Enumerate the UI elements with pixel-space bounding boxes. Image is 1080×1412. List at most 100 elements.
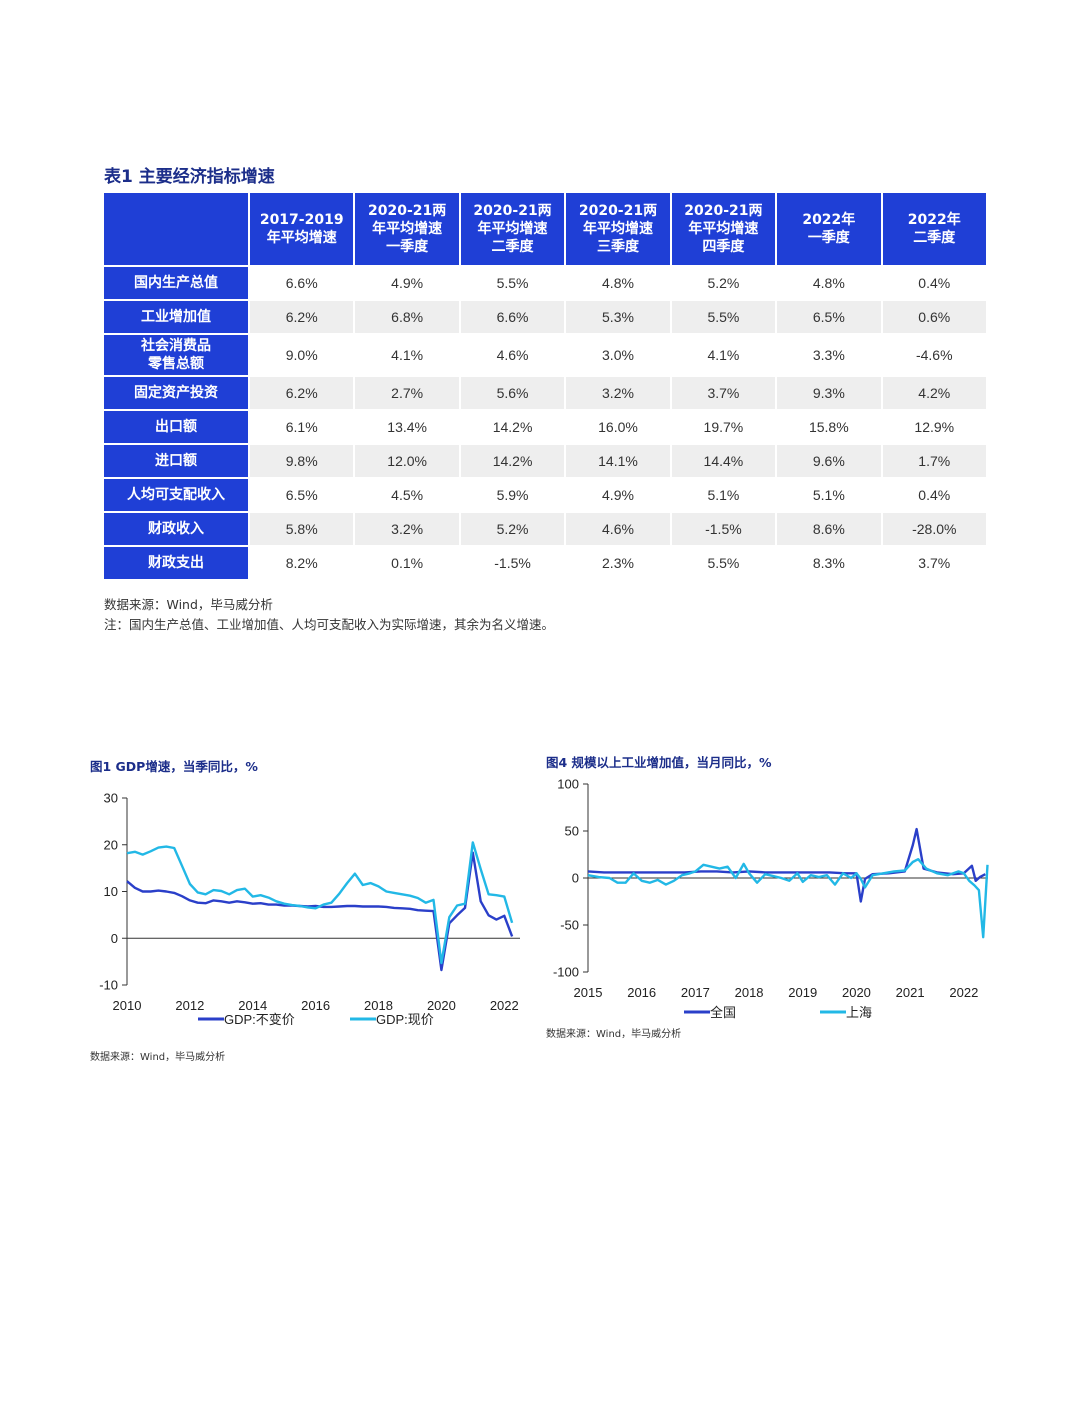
table-cell: 2.3% (602, 555, 634, 571)
table-cell: 4.6% (566, 513, 670, 545)
table-cell: 6.8% (355, 301, 459, 333)
table-header-row: 2017-2019 年平均增速 2020-21两 年平均增速 一季度 2020-21两… (104, 193, 986, 265)
legend-label: 上海 (846, 1005, 872, 1020)
table-cell: 5.3% (566, 301, 670, 333)
x-tick-label: 2018 (735, 985, 764, 1000)
row-label: 财政支出 (104, 547, 248, 579)
y-tick-label: 100 (557, 777, 579, 792)
table-cell: 19.7% (703, 419, 744, 435)
table-row: 社会消费品 零售总额 9.0% 4.1% 4.6% 3.0% 4.1% 3.3% -4.6% (104, 335, 986, 375)
y-tick-label: -50 (560, 918, 579, 933)
table-cell: 3.0% (602, 347, 634, 363)
row-label: 社会消费品 零售总额 (104, 335, 248, 375)
legend-label: GDP:现价 (376, 1012, 434, 1027)
table-cell: 6.5% (777, 301, 881, 333)
x-tick-label: 2016 (301, 998, 330, 1013)
y-tick-label: 20 (104, 837, 118, 852)
column-header: 2022年 二季度 (882, 193, 986, 265)
x-tick-label: 2021 (896, 985, 925, 1000)
series-line-dark (587, 827, 986, 903)
x-tick-label: 2020 (842, 985, 871, 1000)
table-cell: 5.6% (460, 377, 565, 409)
x-tick-label: 2018 (364, 998, 393, 1013)
y-tick-label: -10 (99, 978, 118, 993)
table-cell: 4.1% (707, 347, 740, 363)
column-header: 2020-21两 年平均增速 四季度 (671, 193, 776, 265)
table-cell: 4.8% (812, 275, 845, 291)
table-cell: 4.9% (602, 487, 634, 503)
x-tick-label: 2020 (427, 998, 456, 1013)
table-cell: 9.6% (777, 445, 881, 477)
table-cell: 4.9% (391, 275, 424, 291)
row-label: 进口额 (104, 445, 248, 477)
table-cell: 0.4% (918, 275, 951, 291)
table-cell: 5.8% (250, 513, 354, 545)
table-cell: 4.6% (496, 347, 529, 363)
table-cell: 14.1% (566, 445, 670, 477)
y-tick-label: -100 (553, 965, 579, 980)
table-cell: -1.5% (671, 513, 776, 545)
row-label: 出口额 (104, 411, 248, 443)
table-cell: 12.9% (914, 419, 955, 435)
chart4-source: 数据来源：Wind，毕马威分析 (546, 1029, 682, 1040)
row-label: 财政收入 (104, 513, 248, 545)
x-tick-label: 2012 (175, 998, 204, 1013)
row-label: 工业增加值 (104, 301, 248, 333)
table-cell: 4.5% (391, 487, 424, 503)
y-tick-label: 10 (104, 884, 118, 899)
table-cell: 6.6% (460, 301, 565, 333)
table-cell: -1.5% (494, 555, 531, 571)
row-label: 人均可支配收入 (104, 479, 248, 511)
chart1-source: 数据来源：Wind，毕马威分析 (90, 1052, 226, 1063)
table-row: 人均可支配收入 6.5% 4.5% 5.9% 4.9% 5.1% 5.1% 0.4% (104, 479, 986, 511)
series-line-light (126, 841, 514, 965)
table-cell: 5.5% (707, 555, 740, 571)
table-cell: 14.2% (460, 445, 565, 477)
table-cell: -28.0% (882, 513, 986, 545)
column-header: 2017-2019 年平均增速 (250, 193, 354, 265)
table-cell: 1.7% (882, 445, 986, 477)
table-cell: 0.1% (391, 555, 424, 571)
table-cell: 15.8% (808, 419, 849, 435)
table-cell: 5.5% (496, 275, 529, 291)
table-title: 表1 主要经济指标增速 (104, 167, 275, 187)
table-source: 数据来源：Wind，毕马威分析 (104, 597, 273, 612)
x-tick-label: 2015 (574, 985, 603, 1000)
table-cell: 9.3% (777, 377, 881, 409)
x-tick-label: 2010 (113, 998, 142, 1013)
row-label: 国内生产总值 (104, 267, 248, 299)
table-cell: 5.5% (671, 301, 776, 333)
table-row: 财政支出 8.2% 0.1% -1.5% 2.3% 5.5% 8.3% 3.7% (104, 547, 986, 579)
y-tick-label: 0 (572, 871, 579, 886)
table-row: 进口额 9.8% 12.0% 14.2% 14.1% 14.4% 9.6% 1.7% (104, 445, 986, 477)
x-tick-label: 2019 (788, 985, 817, 1000)
table-cell: 9.0% (285, 347, 318, 363)
table-cell: 8.3% (812, 555, 845, 571)
column-header: 2020-21两 年平均增速 三季度 (566, 193, 670, 265)
x-tick-label: 2022 (490, 998, 519, 1013)
table-row: 工业增加值 6.2% 6.8% 6.6% 5.3% 5.5% 6.5% 0.6% (104, 301, 986, 333)
table-cell: 6.2% (250, 301, 354, 333)
table-cell: 14.4% (671, 445, 776, 477)
table-cell: 14.2% (492, 419, 533, 435)
chart4-title: 图4 规模以上工业增加值，当月同比，% (546, 755, 772, 770)
table-cell: 3.7% (671, 377, 776, 409)
column-header: 2022年 一季度 (777, 193, 881, 265)
table-cell: 0.6% (882, 301, 986, 333)
table-cell: 8.6% (777, 513, 881, 545)
table-cell: 6.5% (285, 487, 318, 503)
table-corner-cell (104, 193, 248, 265)
table-cell: 4.8% (602, 275, 634, 291)
table-cell: -4.6% (915, 347, 953, 363)
y-tick-label: 30 (104, 791, 118, 806)
chart-industrial-value-added: 100 50 0 -50 -100 2015 2016 2017 2018 2019 2020 202… (553, 777, 989, 1020)
table-cell: 5.1% (707, 487, 740, 503)
column-header: 2020-21两 年平均增速 一季度 (355, 193, 459, 265)
table-cell: 4.2% (882, 377, 986, 409)
table-row: 财政收入 5.8% 3.2% 5.2% 4.6% -1.5% 8.6% -28.0% (104, 513, 986, 545)
x-tick-label: 2016 (627, 985, 656, 1000)
column-header: 2020-21两 年平均增速 二季度 (460, 193, 565, 265)
table-cell: 5.9% (496, 487, 529, 503)
table-note: 注：国内生产总值、工业增加值、人均可支配收入为实际增速，其余为名义增速。 (104, 617, 555, 632)
table-cell: 6.2% (250, 377, 354, 409)
